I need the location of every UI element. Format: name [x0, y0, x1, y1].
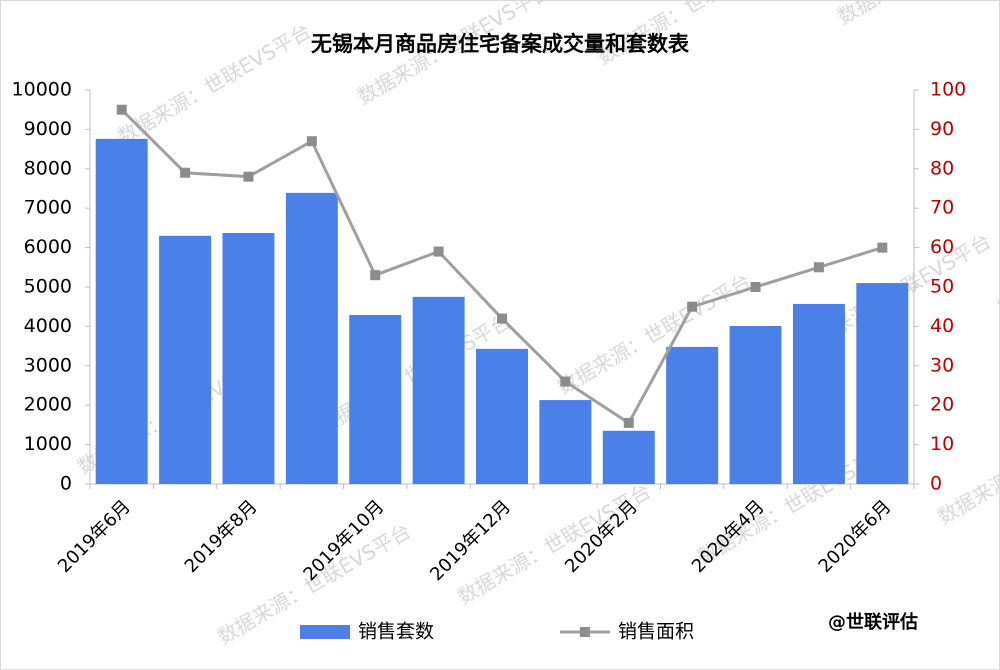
y-tick-label: 5000: [24, 276, 72, 298]
credit: @世联评估: [828, 611, 918, 633]
y2-tick-label: 20: [930, 394, 954, 416]
y2-tick-label: 80: [930, 157, 954, 179]
y-tick-label: 0: [60, 473, 72, 495]
line-marker: [180, 167, 191, 178]
y-tick-label: 7000: [24, 197, 72, 219]
legend-swatch: [580, 627, 590, 637]
chart-title: 无锡本月商品房住宅备案成交量和套数表: [311, 32, 690, 56]
bar: [666, 346, 719, 484]
line-marker: [243, 171, 254, 182]
y2-tick-label: 0: [930, 473, 942, 495]
line-marker: [116, 104, 127, 115]
bar: [476, 348, 528, 484]
line-marker: [623, 417, 634, 428]
line-marker: [877, 242, 888, 253]
line-marker: [813, 262, 824, 273]
line-marker: [497, 313, 507, 324]
y2-tick-label: 30: [930, 354, 954, 376]
y2-tick-label: 40: [930, 315, 954, 337]
y2-tick-label: 70: [930, 197, 954, 219]
bar: [792, 303, 845, 484]
line-marker: [560, 376, 571, 387]
y-tick-label: 2000: [24, 394, 72, 416]
y2-tick-label: 100: [930, 79, 966, 101]
bar: [285, 192, 338, 485]
legend-label: 销售面积: [618, 621, 694, 643]
line-marker: [433, 246, 444, 257]
bar: [539, 400, 592, 484]
bar: [856, 283, 909, 484]
bar: [95, 138, 148, 484]
bar: [412, 296, 465, 484]
bar: [222, 233, 275, 484]
y-tick-label: 10000: [12, 79, 72, 101]
y2-tick-label: 60: [930, 236, 954, 258]
y2-tick-label: 90: [930, 118, 954, 140]
y-tick-label: 8000: [24, 157, 72, 179]
bar: [729, 326, 782, 484]
legend-swatch: [300, 625, 350, 639]
line-marker: [370, 270, 381, 281]
y-tick-label: 3000: [24, 354, 72, 376]
y-tick-label: 6000: [24, 236, 72, 258]
y-tick-label: 9000: [24, 118, 72, 140]
line-marker: [306, 136, 317, 147]
legend-label: 销售套数: [358, 621, 434, 643]
bar: [159, 235, 212, 484]
y-tick-label: 1000: [24, 433, 72, 455]
line-marker: [687, 301, 698, 312]
y-tick-label: 4000: [24, 315, 72, 337]
bar: [602, 430, 655, 484]
line-marker: [750, 282, 761, 292]
y2-tick-label: 10: [930, 433, 954, 455]
bar: [349, 314, 402, 484]
y2-tick-label: 50: [930, 276, 954, 298]
